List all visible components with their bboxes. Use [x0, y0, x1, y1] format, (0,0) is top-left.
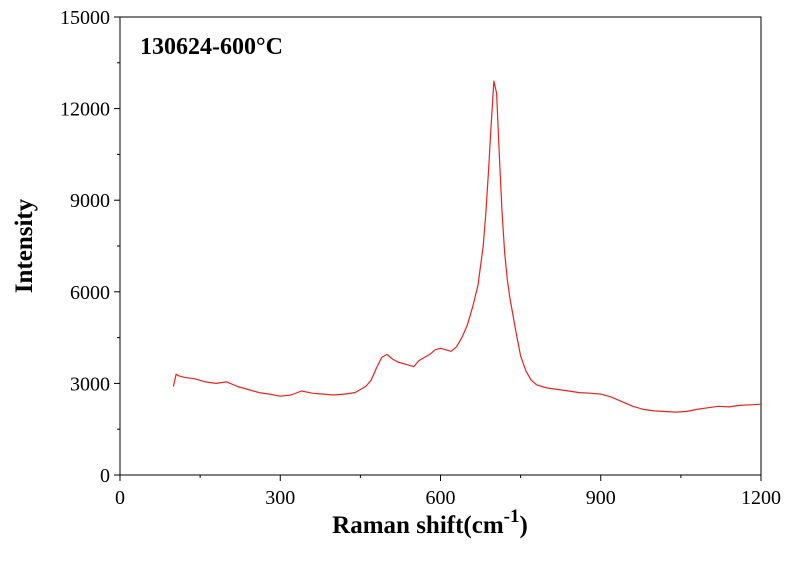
x-axis-title-sup: -1 [504, 506, 520, 527]
y-tick-label: 0 [100, 465, 110, 487]
x-axis-title: Raman shift(cm-1) [332, 506, 528, 539]
y-tick-label: 6000 [70, 282, 110, 304]
y-axis-title: Intensity [11, 198, 38, 293]
x-tick-label: 1200 [741, 487, 781, 509]
y-tick-label: 12000 [60, 99, 110, 121]
y-tick-label: 15000 [60, 7, 110, 29]
y-tick-label: 3000 [70, 373, 110, 395]
series-layer [172, 80, 762, 413]
x-tick-label: 300 [265, 487, 295, 509]
x-axis-title-close: ) [520, 512, 528, 539]
axis-ticks [114, 16, 762, 481]
y-tick-label: 9000 [70, 190, 110, 212]
x-tick-label: 600 [426, 487, 456, 509]
x-axis-title-main: Raman shift(cm [332, 512, 504, 539]
x-tick-label: 0 [115, 487, 125, 509]
x-tick-label: 900 [586, 487, 616, 509]
series-line-0 [172, 80, 762, 413]
annotation-label: 130624-600°C [140, 34, 283, 60]
plot-frame [119, 16, 762, 476]
